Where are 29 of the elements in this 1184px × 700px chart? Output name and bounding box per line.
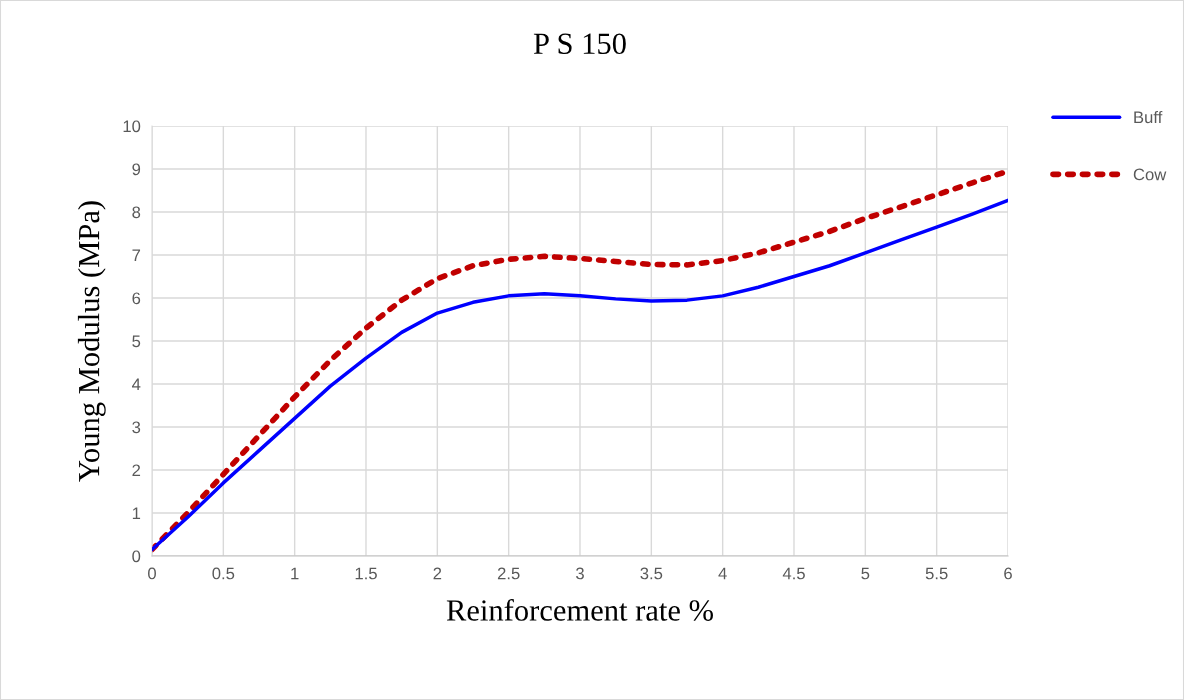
y-tick-label: 2 [132,464,141,477]
x-tick-label: 4 [718,567,727,580]
x-tick-label: 1.5 [355,567,377,580]
x-tick-label: 3.5 [640,567,663,580]
y-axis-title: Young Modulus (MPa) [77,201,106,482]
y-tick-label: 7 [132,249,141,262]
x-tick-label: 5 [861,567,870,580]
legend-label: Buff [1134,110,1163,124]
x-tick-label: 3 [576,567,584,580]
x-tick-label: 1 [291,567,299,580]
y-tick-label: 3 [132,421,141,434]
y-tick-label: 4 [132,378,141,391]
x-tick-label: 5.5 [925,567,948,580]
legend-label: Cow [1133,168,1167,181]
y-tick-label: 6 [132,292,141,305]
y-tick-label: 1 [132,507,141,520]
x-axis-title: Reinforcement rate % [446,599,713,621]
x-tick-label: 0 [148,567,156,580]
x-tick-label: 2 [433,567,442,580]
x-tick-label: 4.5 [782,567,805,580]
chart-title: P S 150 [533,33,626,55]
x-tick-label: 0.5 [212,567,235,580]
x-tick-label: 6 [1004,567,1012,580]
y-tick-label: 10 [123,120,141,133]
y-tick-label: 8 [132,206,141,219]
x-tick-label: 2.5 [497,567,520,580]
y-tick-label: 5 [132,335,141,348]
y-tick-label: 0 [132,550,141,563]
y-tick-label: 9 [132,163,141,176]
